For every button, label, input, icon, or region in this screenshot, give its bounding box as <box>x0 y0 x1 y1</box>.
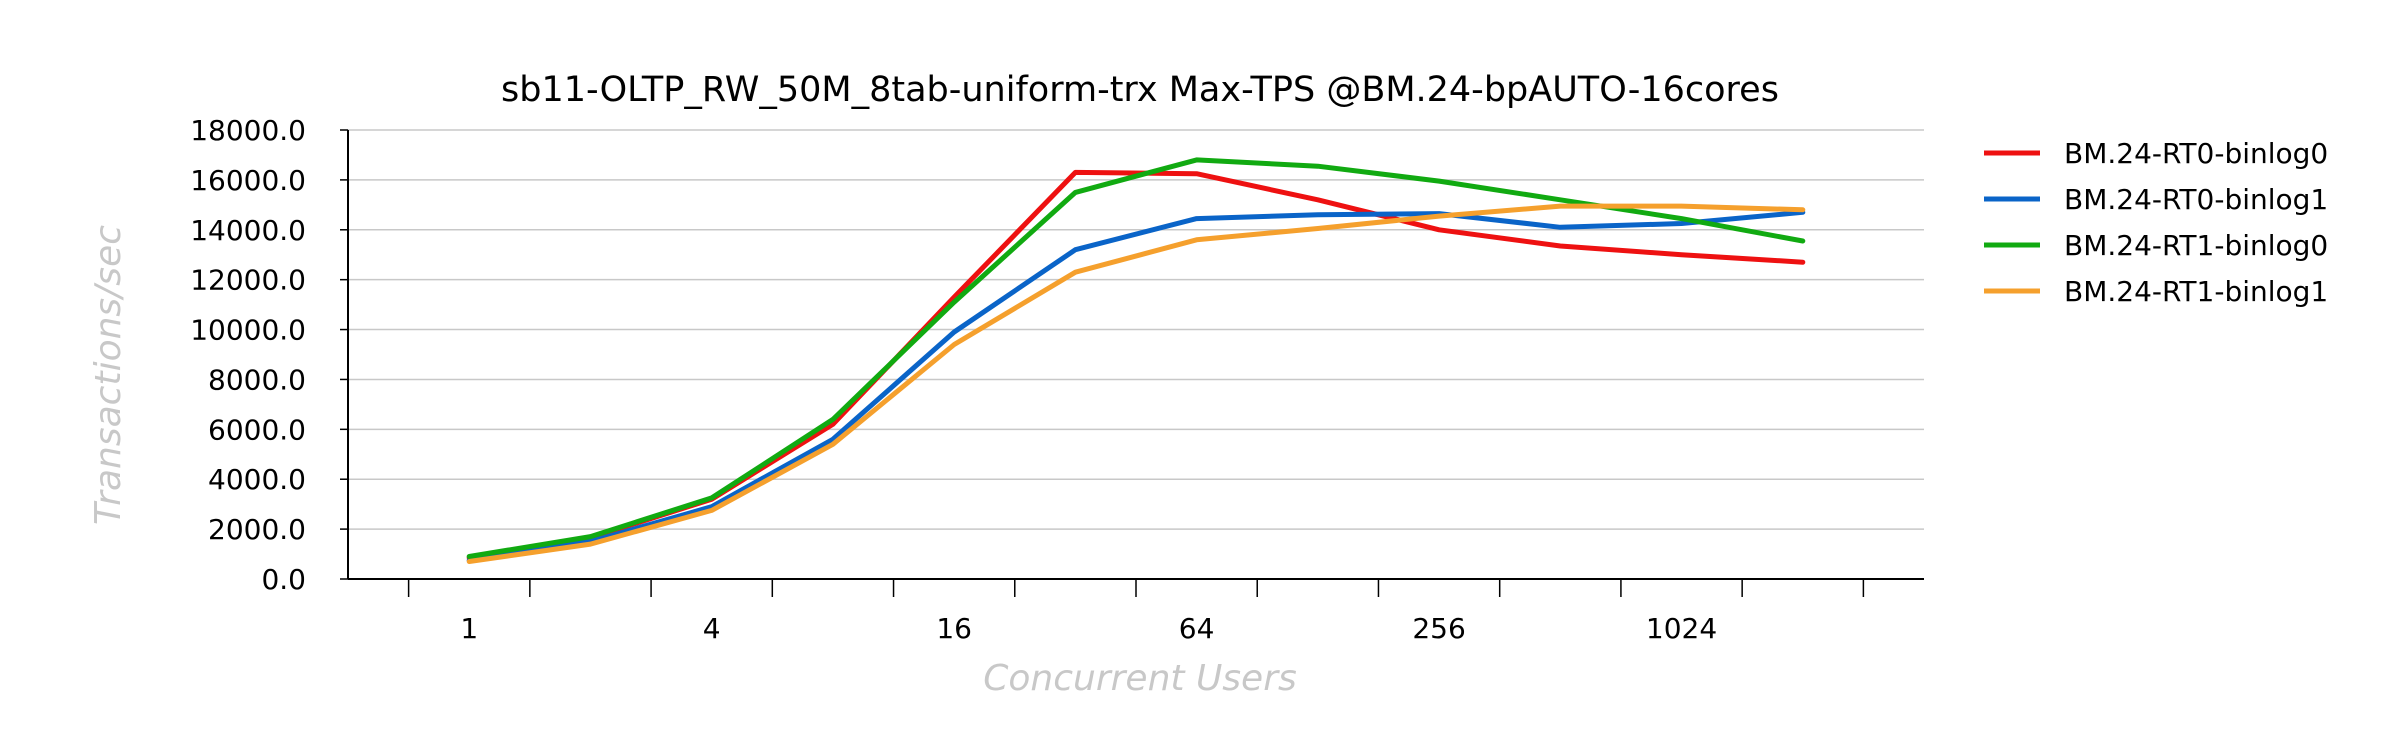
x-tick-label: 256 <box>1412 612 1465 645</box>
y-tick-label: 0.0 <box>261 563 306 596</box>
y-tick-label: 16000.0 <box>190 164 306 197</box>
legend-label: BM.24-RT1-binlog0 <box>2064 229 2328 262</box>
axes: 0.0 2000.0 4000.0 6000.0 8000.0 10000.0 12000.… <box>190 114 1924 645</box>
x-tick-label: 1 <box>460 612 478 645</box>
chart-title: sb11-OLTP_RW_50M_8tab-uniform-trx Max-TP… <box>501 70 1779 110</box>
gridlines <box>348 129 1924 530</box>
legend-label: BM.24-RT1-binlog1 <box>2064 275 2328 308</box>
y-tick-label: 10000.0 <box>190 314 306 347</box>
x-tick-label: 4 <box>703 612 721 645</box>
x-axis-title: Concurrent Users <box>983 658 1297 699</box>
series-line-bm-24-rt0-binlog1 <box>466 209 1806 563</box>
y-tick-label: 12000.0 <box>190 264 306 297</box>
series-line-bm-24-rt1-binlog1 <box>466 203 1806 564</box>
x-tick-label: 16 <box>936 612 972 645</box>
legend: BM.24-RT0-binlog0 BM.24-RT0-binlog1 BM.24-… <box>1984 137 2328 308</box>
y-tick-label: 18000.0 <box>190 114 306 147</box>
y-tick-label: 2000.0 <box>208 513 306 546</box>
x-tick-label: 1024 <box>1646 612 1717 645</box>
y-tick-label: 14000.0 <box>190 214 306 247</box>
series-lines <box>466 157 1806 564</box>
y-tick-label: 4000.0 <box>208 463 306 496</box>
legend-label: BM.24-RT0-binlog0 <box>2064 137 2328 170</box>
series-line-bm-24-rt1-binlog0 <box>466 157 1806 559</box>
y-axis-title: Transactions/sec <box>88 225 129 525</box>
x-tick-label: 64 <box>1179 612 1215 645</box>
y-tick-label: 8000.0 <box>208 363 306 396</box>
y-tick-label: 6000.0 <box>208 413 306 446</box>
legend-label: BM.24-RT0-binlog1 <box>2064 183 2328 216</box>
